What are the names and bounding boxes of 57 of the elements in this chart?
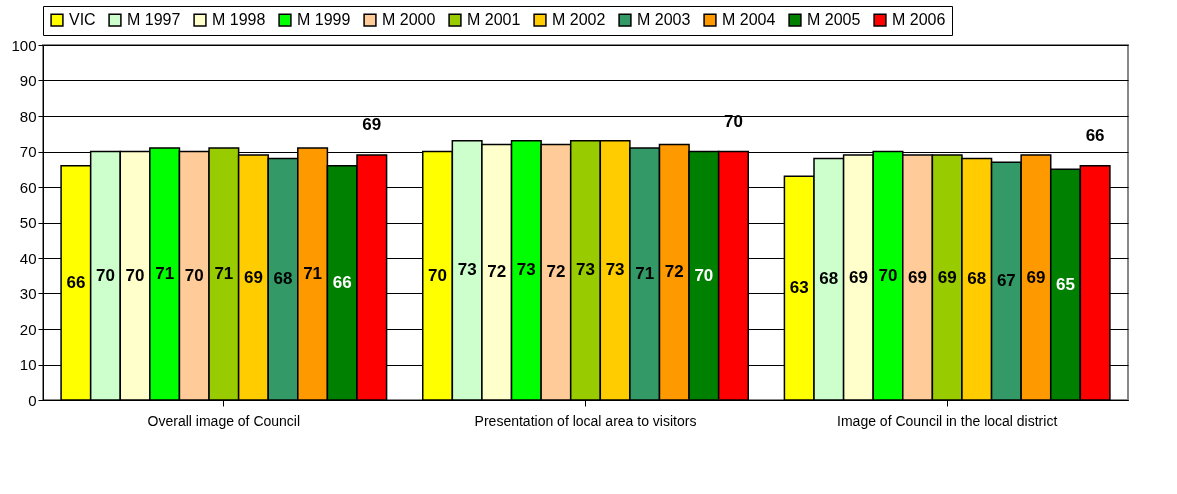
data-label: 69 xyxy=(937,267,957,287)
y-tick-label: 80 xyxy=(19,107,37,125)
data-label: 66 xyxy=(66,272,86,292)
data-label: 71 xyxy=(155,263,175,283)
data-label: 73 xyxy=(516,260,536,280)
data-label: 69 xyxy=(362,115,382,135)
y-tick-label: 70 xyxy=(19,143,37,160)
data-label: 73 xyxy=(457,260,477,280)
data-label: 69 xyxy=(1026,267,1046,287)
data-label: 69 xyxy=(908,267,928,287)
data-label: 73 xyxy=(605,260,625,280)
y-tick-label: 0 xyxy=(28,391,37,409)
data-label: 65 xyxy=(1056,274,1075,294)
data-label: 70 xyxy=(184,265,204,285)
legend-label: M 2000 xyxy=(382,11,436,29)
data-label: 70 xyxy=(694,265,714,285)
data-label: 73 xyxy=(576,260,595,280)
x-tick-label: Presentation of local area to visitors xyxy=(474,412,697,429)
y-tick-label: 90 xyxy=(19,72,37,89)
legend-label: M 2006 xyxy=(892,11,946,29)
data-label: 72 xyxy=(546,262,566,282)
legend-label: M 2003 xyxy=(637,11,691,29)
data-label: 66 xyxy=(332,272,352,292)
data-label: 69 xyxy=(243,267,263,287)
data-label: 71 xyxy=(214,263,234,283)
data-label: 71 xyxy=(303,263,323,283)
data-label: 71 xyxy=(635,263,655,283)
data-label: 68 xyxy=(273,269,293,289)
data-label: 66 xyxy=(1085,125,1105,145)
data-label: 69 xyxy=(848,267,868,287)
y-tick-label: 50 xyxy=(19,214,37,231)
data-label: 63 xyxy=(789,278,809,298)
data-label: 70 xyxy=(96,265,115,285)
legend-label: M 2004 xyxy=(722,11,776,29)
data-label: 72 xyxy=(487,262,507,282)
y-tick-label: 30 xyxy=(19,285,37,302)
data-label: 70 xyxy=(428,265,448,285)
x-tick-label: Image of Council in the local district xyxy=(837,412,1058,429)
legend-label: M 1997 xyxy=(127,11,181,29)
y-tick-label: 20 xyxy=(19,320,37,338)
data-label: 72 xyxy=(664,262,684,282)
legend-label: M 1999 xyxy=(297,11,351,29)
legend-label: M 1998 xyxy=(212,11,266,29)
legend-label: M 2001 xyxy=(467,11,521,29)
data-label: 68 xyxy=(967,269,987,289)
legend-label: M 2005 xyxy=(807,11,861,29)
data-label: 68 xyxy=(819,269,839,289)
data-label: 70 xyxy=(878,265,898,285)
data-label: 67 xyxy=(996,271,1016,291)
y-tick-label: 10 xyxy=(19,356,37,373)
y-tick-label: 100 xyxy=(11,36,37,54)
data-label: 70 xyxy=(125,265,145,285)
legend-label: M 2002 xyxy=(552,11,606,29)
x-tick-label: Overall image of Council xyxy=(147,412,301,429)
legend-label: VIC xyxy=(69,11,96,29)
y-tick-label: 40 xyxy=(19,249,37,267)
y-tick-label: 60 xyxy=(19,178,37,196)
